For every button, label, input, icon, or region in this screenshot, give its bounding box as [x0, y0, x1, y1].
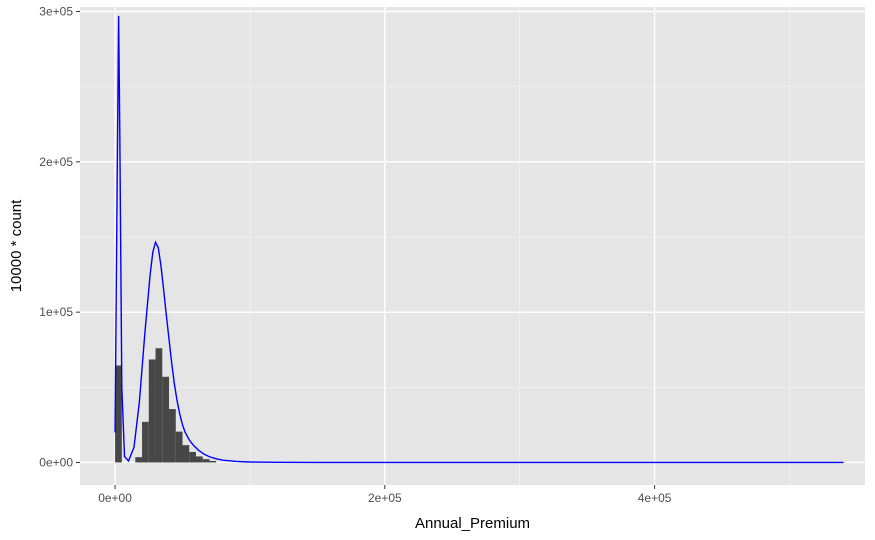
x-tick-label: 2e+05: [368, 491, 402, 505]
y-tick-label: 0e+00: [39, 455, 73, 469]
y-axis-title: 10000 * count: [8, 199, 25, 292]
histogram-bar: [195, 456, 203, 463]
y-tick-label: 2e+05: [39, 155, 73, 169]
x-tick-label: 0e+00: [98, 491, 132, 505]
density-line: [114, 16, 844, 464]
histogram-bar: [175, 431, 183, 463]
histogram-bar: [142, 421, 149, 463]
histogram-bar: [209, 460, 217, 463]
histogram-bar: [189, 451, 196, 463]
histogram-bar: [169, 409, 176, 463]
minor-gridlines: [80, 7, 865, 485]
y-tick-label: 1e+05: [39, 305, 73, 319]
x-tick-label: 4e+05: [638, 491, 672, 505]
y-tick-label: 3e+05: [39, 5, 73, 19]
y-axis: 0e+00 1e+05 2e+05 3e+05: [39, 5, 80, 469]
histogram-bar: [182, 445, 190, 463]
histogram-bar: [115, 365, 122, 463]
x-axis-title: Annual_Premium: [415, 515, 530, 532]
histogram-bars: [115, 348, 217, 463]
histogram-bar: [135, 457, 143, 463]
histogram-bar: [155, 348, 163, 463]
histogram-bar: [202, 459, 210, 463]
histogram-bar: [162, 376, 170, 463]
x-axis: 0e+00 2e+05 4e+05: [98, 485, 672, 505]
histogram-bar: [148, 359, 156, 463]
plot-panel: [80, 7, 865, 485]
